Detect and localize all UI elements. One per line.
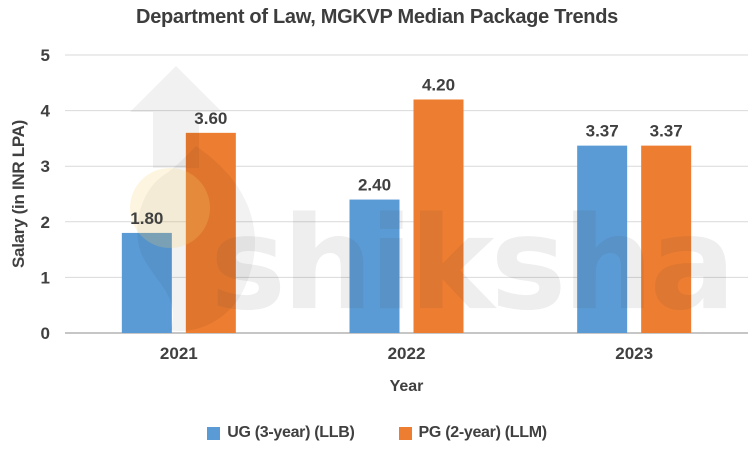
bar-pg-2023 [641,145,692,333]
watermark-flame-icon [137,146,256,331]
bar-ug-2022 [349,199,400,333]
x-tick-label: 2023 [615,344,653,363]
bar-pg-2022 [413,99,464,333]
bar-pg-2021 [185,132,236,333]
legend: UG (3-year) (LLB) PG (2-year) (LLM) [0,424,754,442]
value-label: 4.20 [422,75,455,94]
bar-ug-2023 [577,145,628,333]
value-label: 1.80 [130,209,163,228]
y-tick-label: 3 [41,157,50,176]
legend-item-ug: UG (3-year) (LLB) [207,424,355,442]
gridlines-layer [65,54,748,334]
legend-swatch-ug-icon [207,426,221,440]
value-label: 2.40 [358,176,391,195]
y-tick-label: 0 [41,324,50,343]
x-axis-title: Year [389,378,424,395]
y-tick-label: 1 [41,268,50,287]
watermark-arrow-icon [130,66,222,168]
value-label: 3.37 [586,122,619,141]
watermark-layer: shiksha [130,66,736,339]
y-axis-title: Salary (in INR LPA) [9,120,28,268]
watermark-text: shiksha [210,190,732,339]
value-label: 3.37 [650,122,683,141]
legend-label-ug: UG (3-year) (LLB) [227,424,355,441]
y-tick-label: 4 [41,102,51,121]
bars-layer [121,99,692,333]
watermark-flame-highlight-icon [130,168,210,248]
value-label: 3.60 [194,109,227,128]
x-tick-label: 2022 [388,344,426,363]
legend-swatch-pg-icon [398,426,412,440]
chart-title: Department of Law, MGKVP Median Package … [136,6,618,28]
legend-label-pg: PG (2-year) (LLM) [418,424,548,441]
x-tick-label: 2021 [160,344,198,363]
labels-layer: 0 1 2 3 4 5 1.80 2.40 3.37 3.60 4.20 3.37 2021 2022 20… [41,46,683,363]
y-tick-label: 5 [41,46,50,65]
legend-item-pg: PG (2-year) (LLM) [398,424,548,442]
bar-ug-2021 [121,232,172,333]
y-tick-label: 2 [41,213,50,232]
